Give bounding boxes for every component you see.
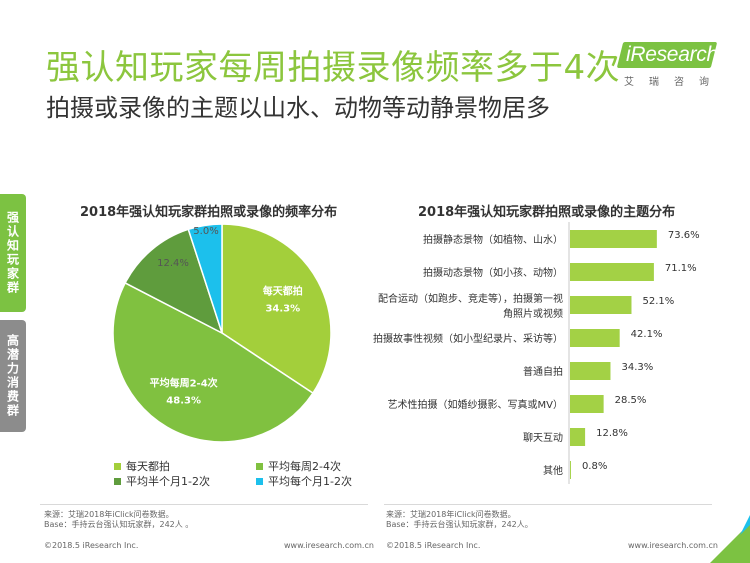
bar (570, 329, 620, 347)
pie-slice-value: 48.3% (166, 396, 201, 407)
bar-category-label: 其他 (543, 464, 563, 477)
bar-value-label: 0.8% (582, 461, 607, 472)
source-note-left: 来源：艾瑞2018年iClick问卷数据。 Base：手持云台强认知玩家群，24… (44, 510, 193, 530)
legend-swatch (114, 477, 121, 485)
legend-item: 平均每个月1-2次 (256, 473, 352, 489)
source-note-right: 来源：艾瑞2018年iClick问卷数据。 Base：手持云台强认知玩家群，24… (386, 510, 533, 530)
source-line: 来源：艾瑞2018年iClick问卷数据。 (386, 510, 516, 519)
bar-value-label: 12.8% (596, 428, 628, 439)
pie-chart: 每天都拍 34.3% 平均每周2-4次 48.3% 12.4% 5.0% (112, 223, 332, 443)
side-tab-high-potential[interactable]: 高潜力消费群 (0, 320, 26, 432)
divider (40, 504, 368, 505)
bar (570, 230, 657, 248)
legend-item: 平均半个月1-2次 (114, 473, 210, 489)
bar-category-label: 聊天互动 (523, 431, 563, 444)
bar-category-label: 拍摄动态景物（如小孩、动物） (423, 266, 563, 279)
bar-value-label: 52.1% (642, 296, 674, 307)
pie-slice-name: 每天都拍 (263, 285, 303, 298)
bar-category-label: 拍摄故事性视频（如小型纪录片、采访等） (373, 332, 563, 345)
pie-slice-value: 12.4% (157, 258, 189, 269)
legend-label: 平均每周2-4次 (268, 460, 341, 473)
legend-swatch (256, 477, 263, 485)
bar-category-label: 拍摄静态景物（如植物、山水） (423, 233, 563, 246)
legend-item: 每天都拍 (114, 458, 170, 474)
bar-value-label: 73.6% (668, 230, 700, 241)
base-line: Base：手持云台强认知玩家群，242人 。 (44, 520, 194, 529)
url-right[interactable]: www.iresearch.com.cn (628, 541, 718, 550)
bar (570, 428, 586, 446)
bar-value-label: 34.3% (621, 362, 653, 373)
side-tab-strong-cognition[interactable]: 强认知玩家群 (0, 194, 26, 312)
legend-item: 平均每周2-4次 (256, 458, 341, 474)
page-subtitle: 拍摄或录像的主题以山水、动物等动静景物居多 (46, 94, 550, 122)
logo-text: iResearch (626, 43, 718, 66)
bar-category-label: 角照片或视频 (503, 307, 563, 320)
iresearch-logo: iResearch 艾瑞咨询 (616, 42, 720, 88)
bar (570, 296, 632, 314)
corner-decoration (710, 515, 750, 563)
pie-slice (187, 223, 223, 334)
legend-swatch (256, 462, 263, 470)
bar (570, 362, 611, 380)
pie-slice-name: 平均每周2-4次 (150, 377, 218, 390)
pie-chart-title: 2018年强认知玩家群拍照或录像的频率分布 (80, 205, 338, 220)
logo-subtext: 艾瑞咨询 (624, 77, 724, 88)
bar-category-label: 艺术性拍摄（如婚纱摄影、写真或MV） (388, 398, 563, 411)
bar (570, 263, 654, 281)
bar-chart: 73.6% 拍摄静态景物（如植物、山水） 71.1% 拍摄动态景物（如小孩、动物） 52… (373, 222, 700, 484)
page-number: 23 (730, 542, 744, 555)
copyright-right: ©2018.5 iResearch Inc. (386, 541, 481, 550)
copyright-left: ©2018.5 iResearch Inc. (44, 541, 139, 550)
bar-value-label: 28.5% (615, 395, 647, 406)
bar-value-label: 42.1% (631, 329, 663, 340)
pie-slice (112, 281, 314, 443)
pie-slice-value: 5.0% (193, 226, 218, 237)
legend-label: 平均半个月1-2次 (126, 475, 210, 488)
url-left[interactable]: www.iresearch.com.cn (284, 541, 374, 550)
pie-slice-value: 34.3% (265, 304, 300, 315)
bar-category-label: 配合运动（如跑步、竞走等），拍摄第一视 (378, 292, 563, 305)
bar (570, 461, 571, 479)
base-line: Base：手持云台强认知玩家群，242人。 (386, 520, 533, 529)
bar (570, 395, 604, 413)
source-line: 来源：艾瑞2018年iClick问卷数据。 (44, 510, 174, 519)
pie-slice (124, 228, 224, 335)
bar-chart-title: 2018年强认知玩家群拍照或录像的主题分布 (418, 205, 676, 220)
legend-label: 每天都拍 (126, 460, 170, 473)
page-title: 强认知玩家每周拍摄录像频率多于4次 (46, 48, 621, 88)
divider (384, 504, 712, 505)
bar-category-label: 普通自拍 (523, 365, 563, 378)
legend-label: 平均每个月1-2次 (268, 475, 352, 488)
legend-swatch (114, 462, 121, 470)
bar-value-label: 71.1% (665, 263, 697, 274)
